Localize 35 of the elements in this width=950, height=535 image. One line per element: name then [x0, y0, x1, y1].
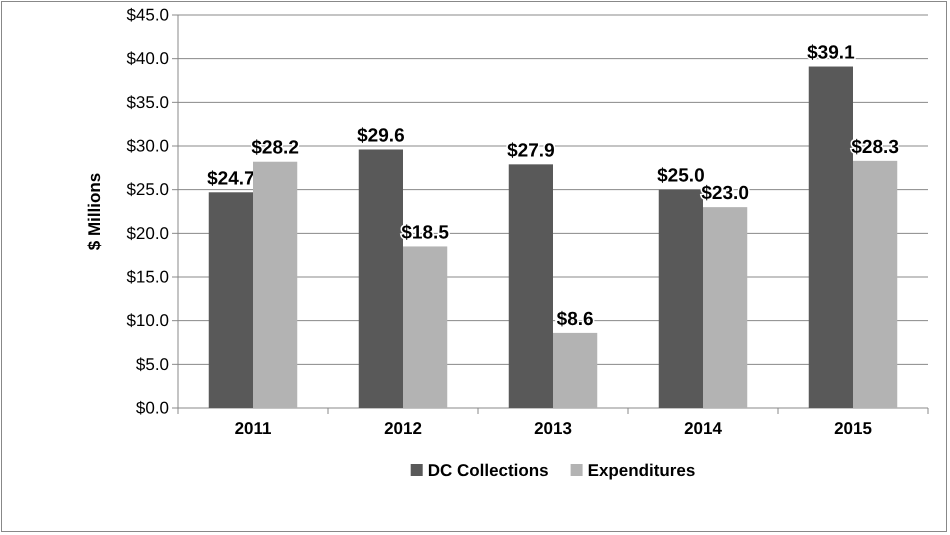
y-tick-label: $5.0: [136, 354, 169, 374]
bar: [658, 190, 703, 408]
x-tick-label: 2013: [534, 419, 572, 438]
y-tick-label: $25.0: [126, 180, 169, 200]
legend-label: DC Collections: [428, 461, 549, 480]
y-tick-label: $45.0: [126, 5, 169, 24]
data-label: $8.6: [556, 308, 594, 330]
y-axis-title: $ Millions: [85, 172, 104, 250]
x-tick-label: 2012: [384, 419, 422, 438]
x-tick-label: 2014: [684, 419, 722, 438]
x-tick-label: 2011: [234, 419, 272, 438]
data-label: $28.2: [251, 138, 299, 159]
y-tick-label: $35.0: [126, 92, 169, 112]
y-tick-label: $30.0: [126, 136, 169, 156]
legend-label: Expenditures: [588, 461, 696, 480]
x-tick-label: 2015: [834, 419, 872, 438]
data-label: $39.1: [807, 42, 856, 64]
data-label: $24.7: [207, 168, 255, 190]
y-tick-label: $10.0: [126, 311, 169, 330]
bar: [403, 246, 448, 408]
y-tick-label: $20.0: [126, 224, 169, 243]
data-label: $27.9: [507, 140, 555, 162]
bar: [703, 207, 748, 408]
data-label: $29.6: [357, 125, 405, 146]
y-tick-label: $40.0: [126, 49, 169, 68]
data-label: $25.0: [657, 166, 705, 187]
bar: [853, 160, 898, 408]
bar: [553, 332, 598, 408]
bar: [808, 66, 853, 408]
bar: [358, 149, 403, 408]
y-tick-label: $0.0: [136, 398, 169, 418]
y-tick-label: $15.0: [126, 267, 169, 286]
bar: [508, 164, 553, 408]
bar: [208, 192, 253, 408]
bar: [253, 162, 298, 408]
